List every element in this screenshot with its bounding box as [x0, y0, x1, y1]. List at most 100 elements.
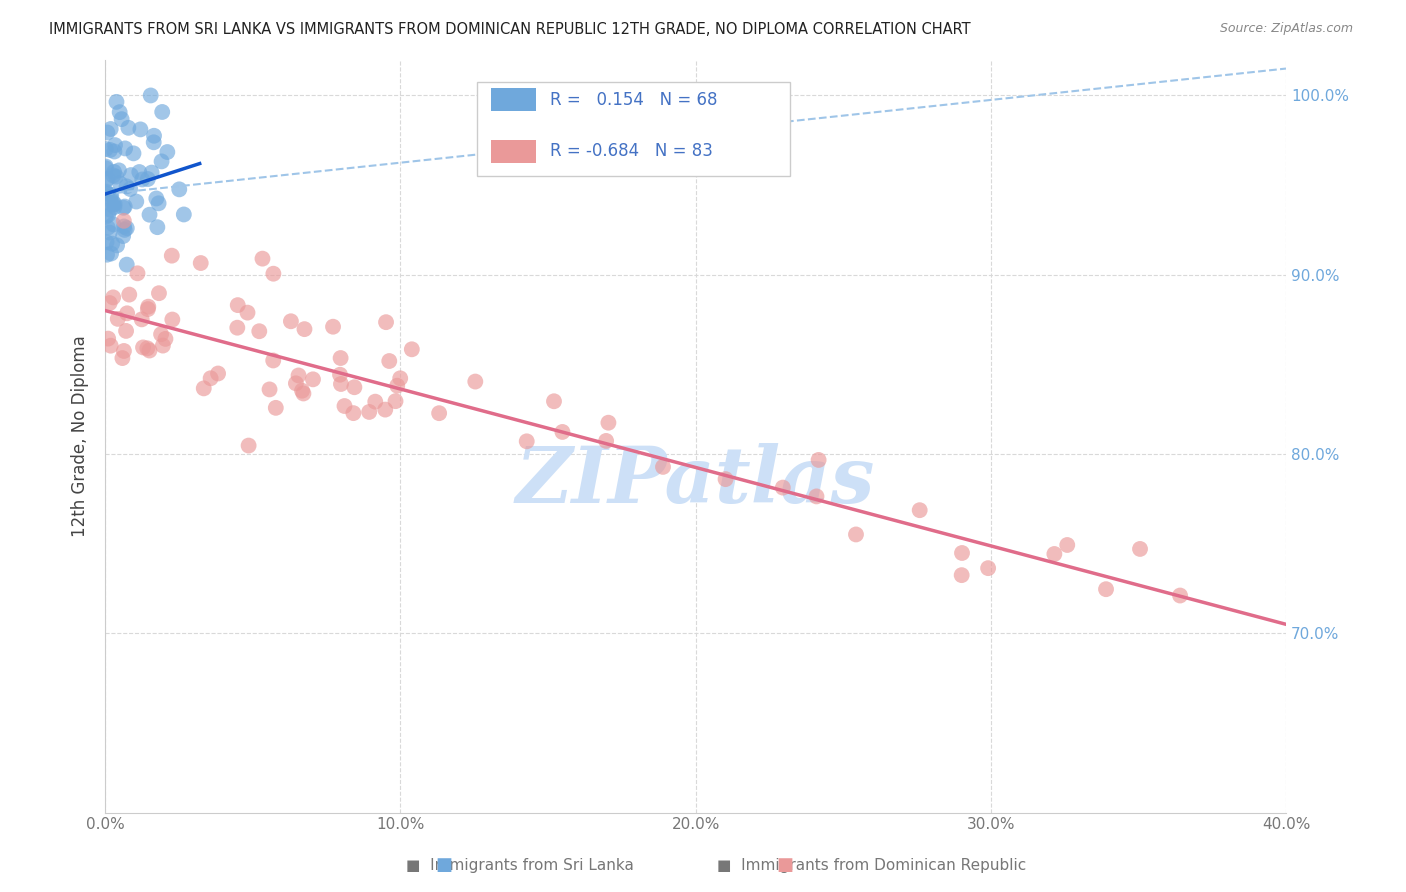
Point: [112, 214, 135, 228]
Point: [94, 210, 117, 224]
Point: [226, 298, 249, 312]
Point: [291, 384, 314, 398]
Point: [115, 258, 138, 272]
Point: [146, 220, 169, 235]
Point: [401, 343, 423, 357]
Point: [200, 371, 222, 385]
Point: [101, 290, 124, 304]
Point: [322, 319, 344, 334]
Point: [114, 200, 136, 214]
Point: [98, 296, 121, 310]
Point: [516, 434, 538, 449]
Point: [114, 223, 136, 237]
Point: [98, 226, 121, 240]
Point: [104, 138, 127, 153]
Point: [387, 378, 409, 392]
Point: [152, 338, 174, 352]
Point: [115, 324, 138, 338]
Point: [148, 286, 170, 301]
Point: [329, 351, 352, 365]
FancyBboxPatch shape: [491, 88, 536, 111]
Point: [114, 141, 136, 155]
Point: [714, 472, 737, 486]
Point: [333, 399, 356, 413]
Point: [207, 367, 229, 381]
Point: [142, 136, 165, 150]
Point: [287, 368, 309, 383]
Point: [543, 394, 565, 409]
Point: [138, 343, 160, 358]
Point: [103, 145, 125, 159]
Point: [101, 198, 124, 212]
Point: [128, 165, 150, 179]
Point: [94, 161, 117, 176]
Point: [343, 380, 366, 394]
Point: [845, 527, 868, 541]
Point: [100, 122, 122, 136]
Point: [294, 322, 316, 336]
Point: [247, 324, 270, 338]
Point: [427, 406, 450, 420]
Point: [136, 302, 159, 317]
Point: [259, 383, 281, 397]
Point: [375, 315, 398, 329]
Point: [330, 376, 353, 391]
Point: [292, 386, 315, 401]
Point: [169, 182, 191, 196]
Point: [105, 95, 128, 109]
Point: [389, 371, 412, 385]
Point: [264, 401, 287, 415]
Text: ■: ■: [436, 856, 453, 874]
Point: [112, 201, 135, 215]
Point: [145, 191, 167, 205]
Point: [342, 406, 364, 420]
Point: [806, 490, 828, 504]
Point: [190, 256, 212, 270]
Point: [252, 252, 274, 266]
Point: [97, 220, 120, 235]
Point: [94, 160, 117, 174]
Point: [100, 246, 122, 260]
Point: [105, 169, 128, 184]
Point: [108, 177, 131, 191]
Point: [118, 287, 141, 301]
Point: [136, 300, 159, 314]
Point: [280, 314, 302, 328]
Text: Source: ZipAtlas.com: Source: ZipAtlas.com: [1219, 22, 1353, 36]
Point: [150, 327, 173, 342]
Point: [98, 143, 121, 157]
Point: [100, 339, 122, 353]
Text: ■  Immigrants from Sri Lanka: ■ Immigrants from Sri Lanka: [406, 858, 634, 872]
Point: [595, 434, 617, 448]
Point: [117, 120, 139, 135]
Point: [131, 312, 153, 326]
Point: [141, 165, 163, 179]
Point: [131, 172, 153, 186]
Point: [97, 171, 120, 186]
Point: [127, 266, 149, 280]
Point: [125, 194, 148, 209]
Point: [101, 236, 124, 251]
Point: [103, 218, 125, 232]
Point: [384, 394, 406, 409]
Point: [173, 207, 195, 221]
Point: [96, 235, 118, 249]
Point: [111, 351, 134, 365]
Point: [129, 122, 152, 136]
Point: [98, 202, 121, 217]
Point: [598, 416, 620, 430]
Point: [652, 459, 675, 474]
FancyBboxPatch shape: [477, 82, 790, 177]
Point: [97, 208, 120, 222]
Point: [94, 142, 117, 156]
Point: [364, 394, 387, 409]
Text: ZIPatlas: ZIPatlas: [516, 443, 876, 519]
Point: [112, 343, 135, 358]
Point: [96, 248, 118, 262]
Point: [108, 163, 131, 178]
Point: [155, 332, 177, 346]
Point: [238, 439, 260, 453]
Point: [94, 185, 117, 199]
Point: [1168, 589, 1191, 603]
Point: [100, 190, 122, 204]
